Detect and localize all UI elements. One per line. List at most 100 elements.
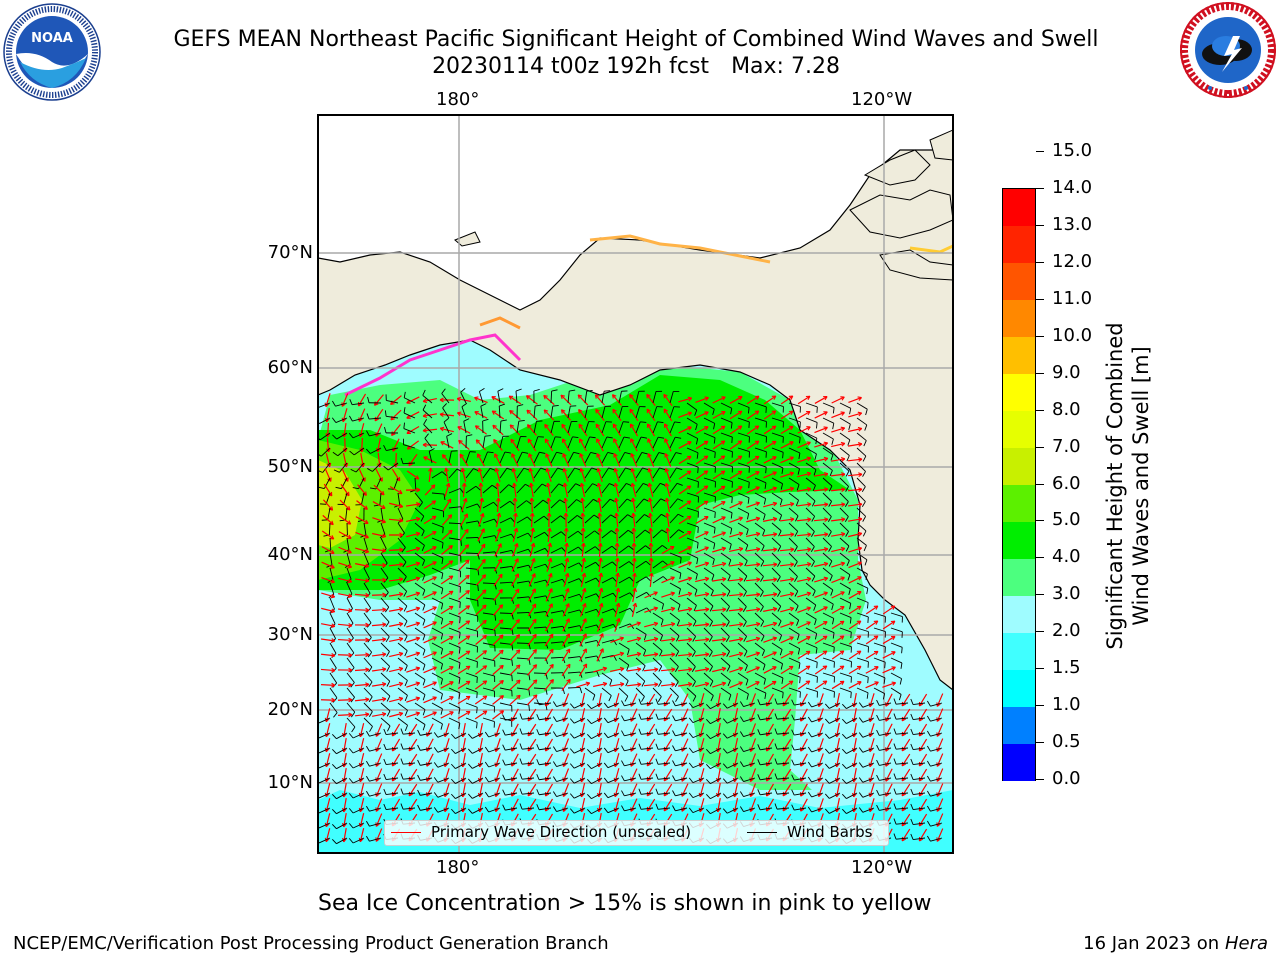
wave-direction-arrow bbox=[337, 714, 353, 716]
wind-barb-flag bbox=[777, 606, 782, 612]
wind-barb bbox=[822, 597, 834, 605]
wave-direction-arrowhead bbox=[824, 517, 829, 523]
wave-direction-arrowhead bbox=[613, 453, 618, 458]
arctic-island bbox=[849, 189, 953, 239]
wind-barb bbox=[754, 597, 764, 607]
wind-barb-flag bbox=[830, 454, 834, 461]
wind-barb-flag bbox=[461, 402, 468, 408]
colorbar-segment bbox=[1003, 373, 1035, 412]
wave-direction-arrowhead bbox=[511, 467, 517, 473]
wave-direction-arrowhead bbox=[579, 482, 585, 488]
wind-barb bbox=[805, 567, 816, 577]
wave-direction-arrow bbox=[492, 619, 504, 631]
wind-barb-flag bbox=[748, 482, 750, 489]
wind-barb bbox=[669, 529, 679, 539]
wave-direction-arrow bbox=[356, 500, 368, 510]
wave-direction-arrow bbox=[796, 533, 812, 537]
wave-direction-arrowhead bbox=[647, 467, 653, 473]
wind-barb bbox=[788, 582, 799, 592]
wind-barb-flag bbox=[592, 694, 596, 701]
wind-barb bbox=[335, 402, 348, 407]
wind-barb-flag bbox=[386, 680, 391, 687]
wind-barb bbox=[393, 477, 399, 490]
wind-barb bbox=[352, 417, 365, 422]
wind-barb bbox=[822, 417, 835, 424]
wave-direction-arrowhead bbox=[465, 635, 471, 640]
wind-barb-flag bbox=[418, 502, 423, 508]
wind-barb-flag bbox=[883, 677, 886, 684]
wind-barb-flag bbox=[709, 621, 713, 627]
wind-barb-flag bbox=[780, 663, 784, 670]
wave-direction-arrow bbox=[337, 608, 353, 612]
colorbar-tick-label: 9.0 bbox=[1052, 361, 1081, 383]
wind-barb bbox=[516, 451, 523, 464]
colorbar-tick-label: 3.0 bbox=[1052, 583, 1081, 605]
wave-direction-arrowhead bbox=[790, 562, 795, 567]
colorbar-tick-label: 0.0 bbox=[1052, 768, 1081, 789]
wave-direction-arrow bbox=[712, 531, 726, 539]
wind-barb-flag bbox=[696, 558, 699, 565]
wind-barb bbox=[720, 402, 732, 409]
wind-barb bbox=[686, 687, 697, 697]
wave-direction-arrowhead bbox=[381, 518, 387, 524]
wind-barb bbox=[465, 552, 479, 555]
wave-direction-arrow bbox=[595, 409, 605, 421]
wave-direction-arrowhead bbox=[399, 532, 404, 538]
wave-direction-arrowhead bbox=[789, 501, 795, 507]
wave-direction-arrow bbox=[371, 638, 387, 642]
wave-direction-arrowhead bbox=[636, 651, 642, 657]
wave-direction-arrow bbox=[355, 531, 369, 539]
wind-barb bbox=[584, 577, 597, 584]
wind-barb bbox=[386, 399, 399, 404]
wave-direction-arrowhead bbox=[547, 557, 553, 563]
wave-direction-arrow bbox=[440, 441, 454, 449]
wind-barb bbox=[397, 492, 401, 505]
wave-direction-arrowhead bbox=[545, 482, 551, 488]
wave-direction-arrow bbox=[644, 622, 658, 628]
wind-barb bbox=[346, 552, 351, 565]
wave-direction-arrowhead bbox=[772, 606, 778, 612]
wind-barb bbox=[890, 612, 903, 618]
wave-direction-arrowhead bbox=[771, 425, 777, 430]
wind-barb-flag bbox=[422, 664, 426, 671]
wind-barb bbox=[822, 672, 835, 677]
wind-barb bbox=[482, 436, 486, 449]
wind-barb bbox=[771, 612, 782, 622]
wave-direction-arrowhead bbox=[737, 410, 743, 416]
wave-direction-arrow bbox=[612, 394, 622, 406]
wind-barb-flag bbox=[578, 546, 583, 552]
wave-direction-arrow bbox=[678, 500, 692, 510]
wave-direction-arrow bbox=[545, 453, 553, 467]
credit-date-text: 16 Jan 2023 on bbox=[1083, 933, 1220, 954]
wind-barb-flag bbox=[848, 588, 851, 595]
colorbar-segment bbox=[1003, 299, 1035, 338]
wave-direction-arrowhead bbox=[857, 531, 863, 537]
wave-direction-arrow bbox=[491, 396, 505, 404]
wave-direction-arrow bbox=[596, 648, 604, 662]
wave-direction-arrowhead bbox=[595, 423, 601, 429]
wave-direction-arrow bbox=[615, 498, 619, 512]
wind-barb bbox=[822, 462, 833, 471]
wind-barb-flag bbox=[725, 621, 730, 627]
wave-direction-arrow bbox=[578, 409, 588, 421]
colorbar-tick-label: 1.5 bbox=[1052, 657, 1081, 679]
wave-direction-arrow bbox=[848, 591, 862, 599]
wind-barb-flag bbox=[318, 486, 325, 489]
wind-barb bbox=[482, 672, 495, 677]
wind-barb-flag bbox=[846, 560, 850, 567]
wave-direction-arrow bbox=[527, 649, 537, 661]
wave-direction-arrow bbox=[529, 558, 535, 572]
wave-direction-arrowhead bbox=[513, 527, 519, 533]
wind-barb-flag bbox=[441, 471, 447, 477]
wave-direction-arrow bbox=[695, 470, 709, 480]
wave-direction-arrowhead bbox=[597, 512, 603, 517]
wind-barb-flag bbox=[442, 403, 447, 409]
wind-barb-flag bbox=[759, 591, 764, 597]
wave-direction-arrow bbox=[354, 593, 370, 597]
wave-direction-arrow bbox=[745, 578, 761, 582]
wave-direction-arrowhead bbox=[423, 456, 428, 461]
wave-direction-arrow bbox=[406, 622, 420, 628]
wave-direction-arrow bbox=[728, 563, 744, 567]
wind-barb bbox=[461, 406, 467, 419]
wave-direction-arrow bbox=[478, 513, 484, 527]
